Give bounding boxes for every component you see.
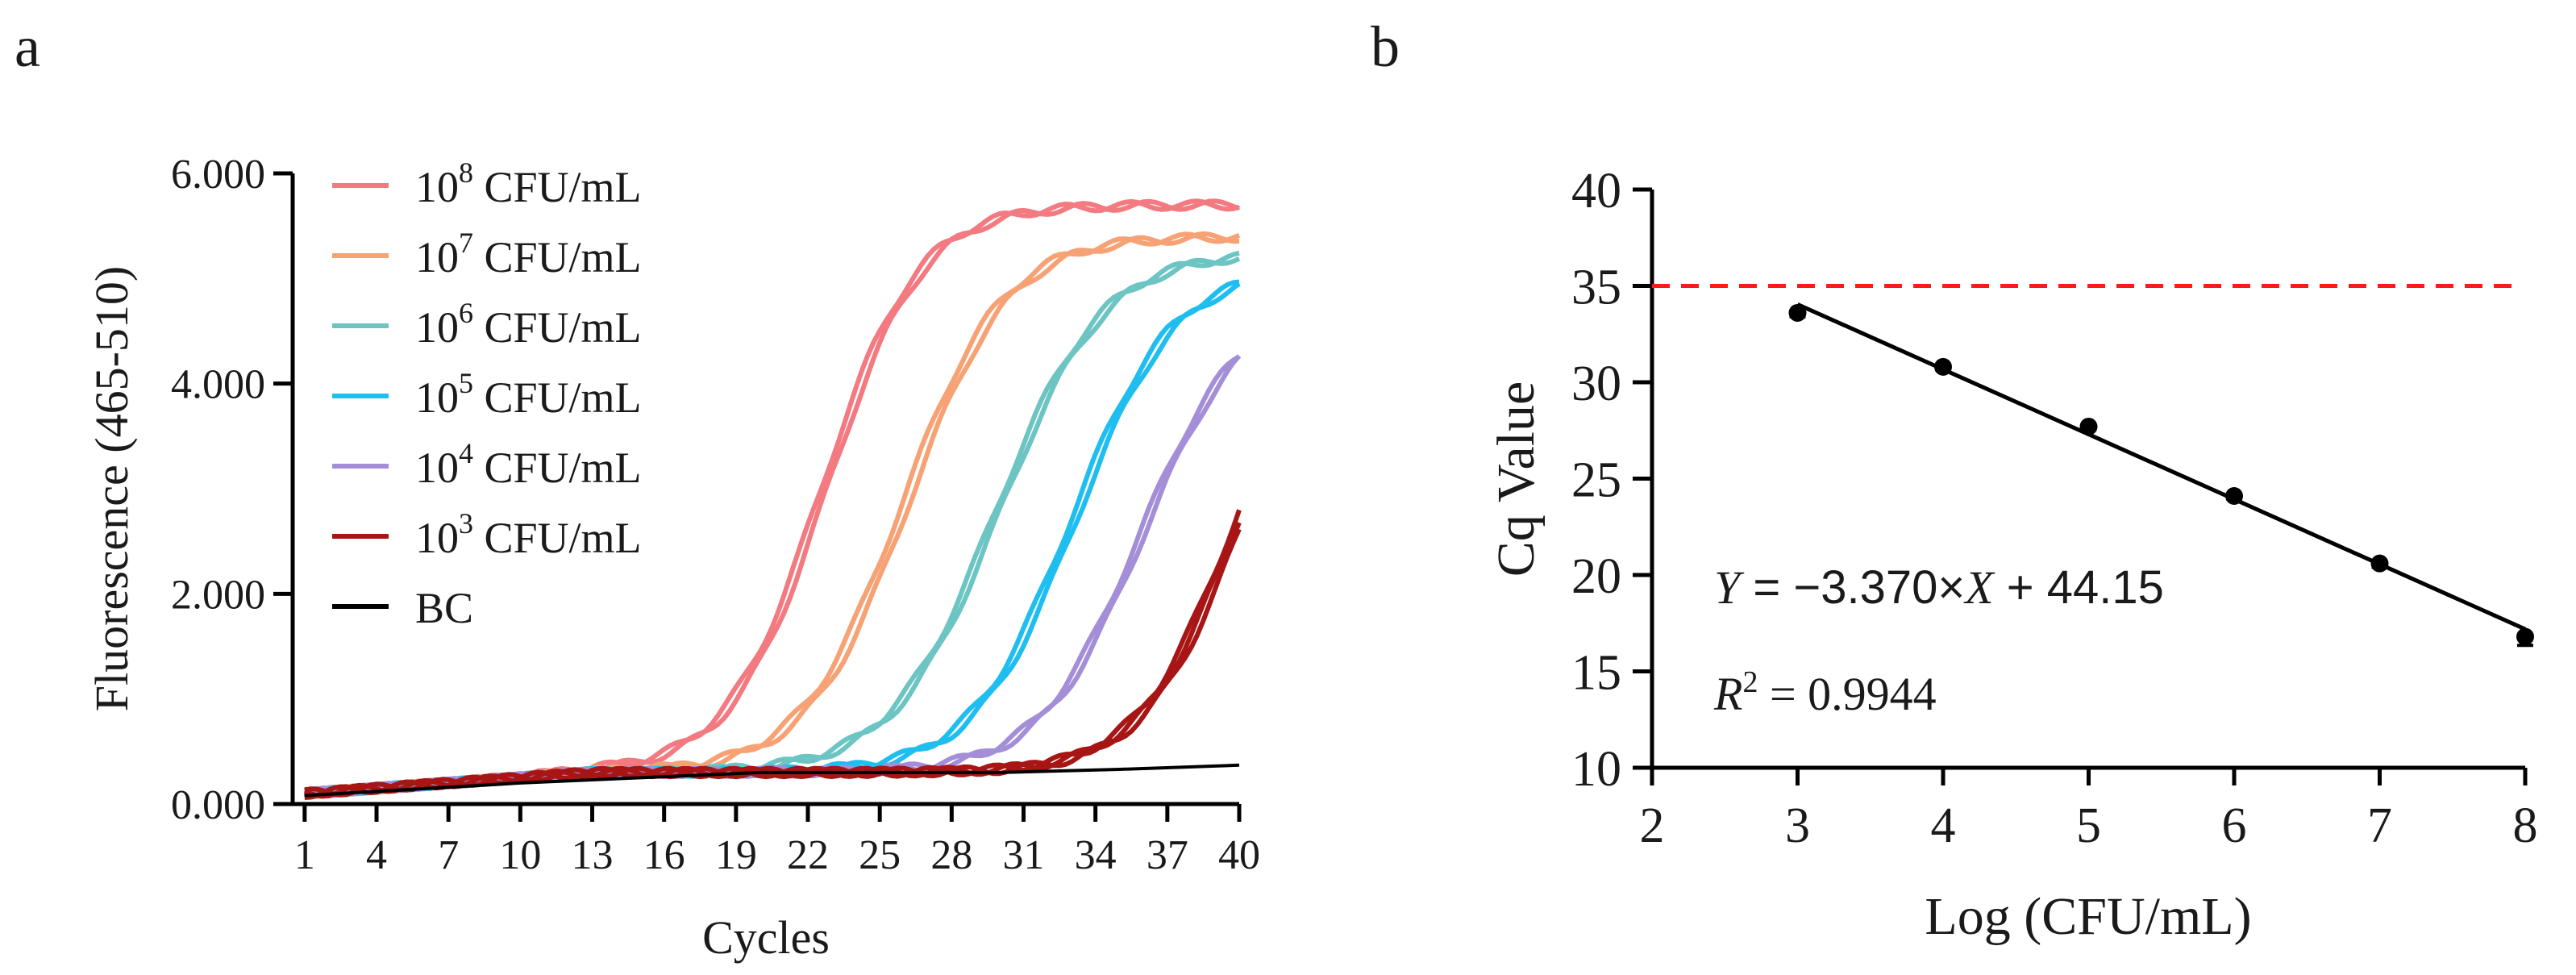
curve-series-5-rep-0 (304, 527, 1242, 798)
equation-y: Y (1714, 561, 1745, 614)
panel-b-x-label: Log (CFU/mL) (1925, 887, 2251, 946)
panel-a-x-tick-label: 28 (930, 832, 972, 878)
panel-a-label: a (15, 15, 40, 79)
panel-b-x-tick-label: 3 (1785, 798, 1810, 853)
legend-base: 10 (415, 233, 459, 281)
legend-unit: CFU/mL (473, 163, 642, 211)
curve-series-4-rep-1 (304, 354, 1241, 798)
legend-exponent: 4 (459, 437, 473, 469)
legend-unit: CFU/mL (473, 233, 642, 281)
legend-unit: BC (415, 584, 473, 632)
legend-label: 107 CFU/mL (415, 227, 642, 281)
panel-a-curves (303, 198, 1242, 800)
panel-b-x-tick-label: 6 (2222, 798, 2247, 853)
data-point (2225, 487, 2243, 506)
legend-exponent: 6 (459, 297, 473, 329)
panel-b-x-tick-label: 2 (1640, 798, 1665, 853)
panel-a-x-tick-label: 37 (1147, 832, 1188, 878)
panel-a-y-tick-label: 6.000 (171, 152, 265, 198)
legend-unit: CFU/mL (473, 373, 642, 422)
panel-b-y-tick-label: 30 (1571, 356, 1621, 411)
data-point (2370, 554, 2389, 573)
legend-base: 10 (415, 514, 459, 562)
legend-label: 106 CFU/mL (415, 297, 642, 352)
legend-base: 10 (415, 373, 459, 422)
panel-b-y-tick-label: 35 (1571, 260, 1621, 315)
r-squared: R2 = 0.9944 (1713, 665, 1937, 720)
panel-a-x-tick-label: 7 (438, 832, 459, 878)
legend-label: BC (415, 584, 473, 632)
panel-a-y-tick-label: 0.000 (171, 782, 265, 828)
equation-middle: = −3.370× (1740, 561, 1965, 614)
panel-b-ticks: 10 15 20 25 30 35 40 2 3 4 5 6 7 8 (1571, 164, 2538, 853)
panel-a-y-label: Fluorescence (465-510) (85, 266, 138, 711)
panel-b-y-label: Cq Value (1487, 381, 1546, 577)
panel-b-plot (1652, 284, 2534, 648)
panel-b-y-tick-label: 25 (1571, 453, 1621, 508)
panel-a-x-tick-label: 25 (859, 832, 901, 878)
data-point (1788, 303, 1807, 322)
panel-b-y-tick-label: 20 (1571, 549, 1621, 604)
r-squared-r: R (1713, 668, 1742, 720)
curve-series-5-rep-2 (304, 509, 1242, 800)
legend-exponent: 8 (459, 156, 473, 189)
panel-a-y-tick-label: 4.000 (171, 362, 265, 408)
legend-exponent: 7 (459, 227, 473, 259)
panel-b: b 10 15 20 25 30 35 40 2 3 4 5 6 7 8 Cq Value Log (CF… (1371, 15, 2538, 946)
curve-series-0-rep-1 (304, 198, 1240, 800)
panel-a-x-tick-label: 16 (643, 832, 685, 878)
legend-exponent: 5 (459, 367, 473, 399)
legend-base: 10 (415, 303, 459, 352)
equation-tail: + 44.15 (1994, 561, 2164, 614)
legend-unit: CFU/mL (473, 303, 642, 352)
legend-label: 103 CFU/mL (415, 507, 642, 562)
panel-a-y-tick-label: 2.000 (171, 572, 265, 618)
curve-bc (304, 763, 1240, 798)
panel-a-x-tick-label: 10 (499, 832, 541, 878)
legend-label: 108 CFU/mL (415, 156, 642, 211)
regression-line (1796, 302, 2527, 631)
panel-b-label: b (1371, 15, 1400, 79)
panel-a-x-label: Cycles (702, 911, 830, 964)
panel-b-x-tick-label: 5 (2076, 798, 2101, 853)
panel-b-y-tick-label: 40 (1571, 164, 1621, 219)
legend-exponent: 3 (459, 507, 473, 540)
equation-x: X (1963, 561, 1995, 614)
panel-a-x-tick-label: 31 (1003, 832, 1045, 878)
panel-a-x-tick-label: 40 (1218, 832, 1260, 878)
panel-a-x-tick-label: 1 (294, 832, 315, 878)
legend-label: 105 CFU/mL (415, 367, 642, 422)
regression-equation: Y = −3.370×X + 44.15 (1714, 561, 2164, 614)
panel-b-x-tick-label: 7 (2367, 798, 2392, 853)
panel-a-x-tick-label: 13 (572, 832, 614, 878)
panel-b-x-tick-label: 8 (2513, 798, 2538, 853)
legend-unit: CFU/mL (473, 444, 642, 492)
r-squared-value: = 0.9944 (1758, 668, 1936, 720)
panel-b-y-tick-label: 15 (1571, 646, 1621, 701)
data-point (2079, 417, 2098, 435)
data-point (1934, 357, 1952, 376)
panel-b-x-tick-label: 4 (1931, 798, 1956, 853)
curve-series-0-rep-0 (304, 198, 1240, 798)
panel-a-x-tick-label: 34 (1075, 832, 1117, 878)
legend-base: 10 (415, 163, 459, 211)
panel-a-x-tick-label: 4 (366, 832, 387, 878)
data-point (2516, 627, 2534, 646)
panel-a-x-tick-label: 22 (787, 832, 829, 878)
r-squared-exp: 2 (1742, 665, 1758, 699)
curve-series-5-rep-1 (303, 521, 1242, 799)
panel-a-x-tick-label: 19 (715, 832, 757, 878)
legend-unit: CFU/mL (473, 514, 642, 562)
legend-base: 10 (415, 444, 459, 492)
legend-label: 104 CFU/mL (415, 437, 642, 492)
panel-b-y-tick-label: 10 (1571, 742, 1621, 797)
